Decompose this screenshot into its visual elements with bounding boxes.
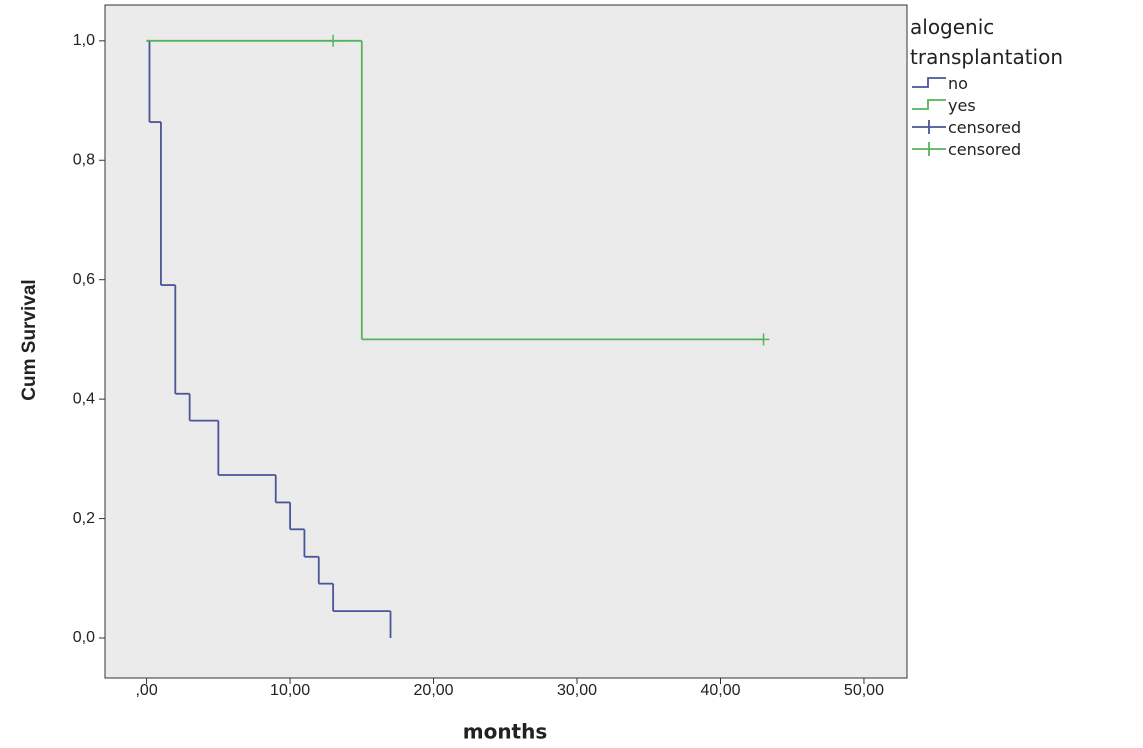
x-tick-label: ,00 <box>135 682 157 699</box>
x-tick-label: 20,00 <box>414 682 454 699</box>
censor-mark <box>327 34 340 47</box>
y-tick-label: 0,0 <box>73 629 95 646</box>
y-tick-label: 1,0 <box>73 32 95 49</box>
legend-symbol <box>912 99 946 110</box>
legend-label: censored <box>948 139 1022 159</box>
y-axis-title: Cum Survival <box>19 279 40 400</box>
legend-label: censored <box>948 117 1022 137</box>
y-tick-label: 0,2 <box>73 510 95 527</box>
legend-symbol <box>912 77 946 88</box>
legend-item: yes <box>910 94 1140 116</box>
legend-symbol <box>912 142 946 156</box>
legend-item: no <box>910 72 1140 94</box>
y-tick-label: 0,6 <box>73 271 95 288</box>
legend-icon <box>912 99 946 110</box>
legend-symbol <box>912 120 946 134</box>
legend-label: no <box>948 73 968 93</box>
legend-title: alogenic transplantation <box>910 15 1064 69</box>
legend-icon <box>912 120 946 134</box>
x-tick-label: 40,00 <box>700 682 740 699</box>
y-tick-label: 0,8 <box>73 151 95 168</box>
censor-mark <box>757 333 770 346</box>
plot-area <box>104 4 908 679</box>
legend-icon <box>912 77 946 88</box>
y-tick-label: 0,4 <box>73 390 95 407</box>
x-axis-title: months <box>463 720 548 744</box>
legend: alogenic transplantation no yes censored ce… <box>910 12 1140 160</box>
legend-item: censored <box>910 138 1140 160</box>
x-tick-label: 30,00 <box>557 682 597 699</box>
legend-item: censored <box>910 116 1140 138</box>
x-tick-label: 50,00 <box>844 682 884 699</box>
legend-icon <box>912 142 946 156</box>
legend-label: yes <box>948 95 976 115</box>
x-tick-label: 10,00 <box>270 682 310 699</box>
